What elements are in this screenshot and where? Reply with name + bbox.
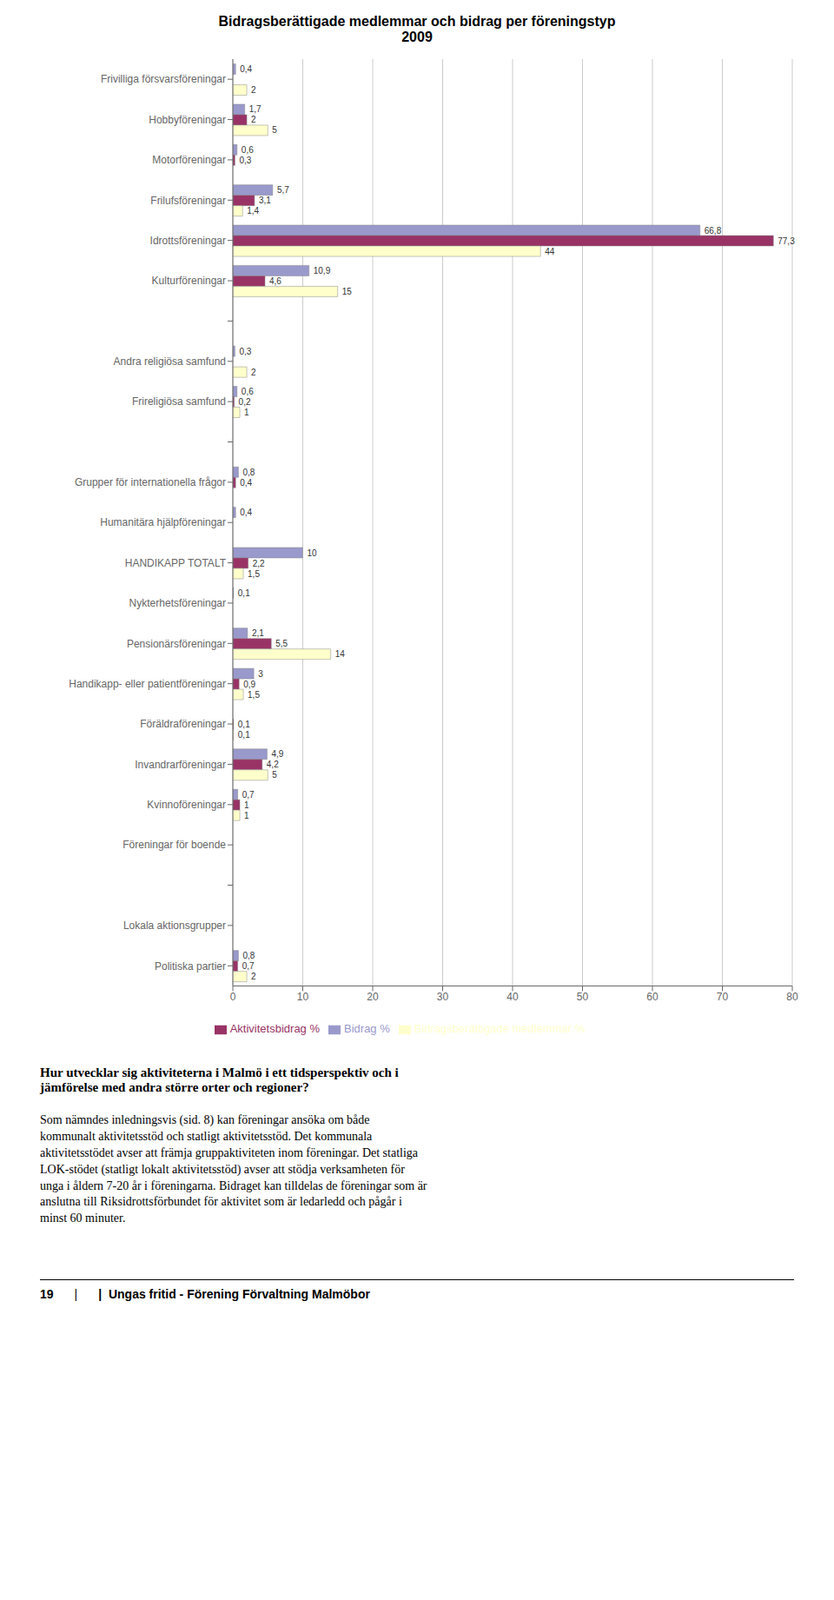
svg-text:44: 44 (544, 246, 556, 257)
svg-text:2: 2 (251, 971, 257, 981)
html-text:| Ungas fritid - Förening Förv: | Ungas fritid - Förening Förvaltning Ma… (98, 1286, 371, 1301)
svg-text:Frireligiösa samfund: Frireligiösa samfund (132, 395, 226, 408)
svg-text:0,4: 0,4 (239, 477, 252, 488)
html-text:Bidrag %: Bidrag % (344, 1021, 390, 1036)
svg-text:Pensionärsföreningar: Pensionärsföreningar (126, 637, 226, 650)
html-text:Bidragsberättigade medlemmar %: Bidragsberättigade medlemmar % (414, 1021, 585, 1036)
svg-text:Nykterhetsföreningar: Nykterhetsföreningar (129, 596, 226, 609)
svg-text:0,8: 0,8 (242, 467, 255, 477)
svg-text:Humanitära hjälpföreningar: Humanitära hjälpföreningar (99, 516, 226, 529)
svg-text:70: 70 (716, 990, 729, 1003)
svg-text:1,7: 1,7 (249, 104, 262, 114)
svg-text:0,6: 0,6 (241, 386, 254, 397)
svg-text:15: 15 (342, 286, 353, 297)
svg-text:2: 2 (251, 85, 257, 95)
svg-text:30: 30 (436, 990, 450, 1003)
svg-text:10: 10 (307, 548, 318, 558)
svg-text:Kulturföreningar: Kulturföreningar (152, 274, 226, 287)
svg-text:Idrottsföreningar: Idrottsföreningar (150, 234, 226, 247)
svg-text:0,4: 0,4 (239, 507, 252, 517)
svg-text:Handikapp- eller patientföreni: Handikapp- eller patientföreningar (68, 677, 226, 690)
svg-text:Motorföreningar: Motorföreningar (152, 153, 226, 166)
svg-text:0,2: 0,2 (238, 397, 252, 407)
svg-text:77,3: 77,3 (777, 236, 795, 246)
svg-text:Hobbyföreningar: Hobbyföreningar (148, 113, 226, 126)
svg-text:0,3: 0,3 (238, 155, 252, 166)
svg-text:2,1: 2,1 (251, 628, 265, 638)
svg-text:Grupper för internationella fr: Grupper för internationella frågor (74, 476, 226, 489)
svg-text:1: 1 (244, 810, 250, 821)
svg-text:1,5: 1,5 (247, 689, 260, 700)
svg-text:2,2: 2,2 (252, 558, 265, 569)
svg-text:0,4: 0,4 (239, 64, 252, 74)
svg-text:50: 50 (576, 990, 590, 1003)
svg-text:5: 5 (271, 125, 278, 135)
svg-text:Kvinnoföreningar: Kvinnoföreningar (146, 798, 226, 811)
svg-text:10,9: 10,9 (313, 265, 331, 276)
svg-text:4,6: 4,6 (269, 276, 282, 286)
svg-text:1,4: 1,4 (246, 205, 259, 216)
svg-text:5,5: 5,5 (275, 638, 288, 649)
svg-text:HANDIKAPP TOTALT: HANDIKAPP TOTALT (125, 556, 227, 570)
html-text:Hur utvecklar sig aktivitetern: Hur utvecklar sig aktiviteterna i Malmö … (39, 1065, 399, 1094)
svg-text:Andra religiösa samfund: Andra religiösa samfund (113, 355, 226, 368)
svg-text:Frilufsföreningar: Frilufsföreningar (150, 194, 226, 207)
svg-text:Frivilliga försvarsföreningar: Frivilliga försvarsföreningar (100, 72, 226, 86)
svg-text:Föreningar för boende: Föreningar för boende (122, 838, 226, 851)
svg-text:4,2: 4,2 (266, 759, 279, 769)
html-text:19: 19 (39, 1286, 54, 1301)
svg-text:10: 10 (297, 990, 310, 1003)
svg-text:0,7: 0,7 (242, 789, 255, 800)
svg-text:40: 40 (506, 990, 519, 1003)
svg-text:0,1: 0,1 (238, 719, 251, 729)
svg-text:0,1: 0,1 (238, 729, 251, 740)
svg-text:0,1: 0,1 (238, 588, 251, 598)
svg-text:1: 1 (244, 407, 250, 417)
svg-text:80: 80 (786, 990, 799, 1003)
svg-text:0,8: 0,8 (242, 950, 255, 960)
svg-text:14: 14 (335, 648, 346, 659)
svg-text:3,1: 3,1 (258, 195, 272, 206)
svg-text:5,7: 5,7 (277, 185, 290, 195)
svg-text:Lokala aktionsgrupper: Lokala aktionsgrupper (123, 919, 226, 932)
svg-text:Politiska partier: Politiska partier (154, 959, 226, 973)
svg-text:Föräldraföreningar: Föräldraföreningar (139, 717, 226, 730)
html-text:2009: 2009 (401, 29, 433, 45)
svg-text:0,9: 0,9 (243, 679, 256, 689)
svg-text:5: 5 (271, 769, 278, 780)
svg-text:60: 60 (646, 990, 659, 1003)
svg-text:2: 2 (251, 367, 257, 378)
svg-text:Invandrarföreningar: Invandrarföreningar (134, 758, 226, 771)
svg-text:0,3: 0,3 (238, 346, 252, 357)
svg-text:2: 2 (251, 114, 257, 125)
svg-text:0,7: 0,7 (242, 960, 255, 971)
svg-text:0: 0 (230, 990, 237, 1003)
svg-text:1,5: 1,5 (247, 569, 260, 579)
svg-text:20: 20 (366, 990, 379, 1003)
svg-text:4,9: 4,9 (271, 748, 284, 759)
html-text:Bidragsberättigade medlemmar o: Bidragsberättigade medlemmar och bidrag … (218, 13, 616, 29)
svg-text:66,8: 66,8 (704, 225, 722, 236)
html-text:Som nämndes inledningsvis (sid: Som nämndes inledningsvis (sid. 8) kan f… (39, 1112, 427, 1225)
svg-text:1: 1 (244, 800, 250, 810)
svg-text:0,6: 0,6 (241, 145, 254, 155)
svg-text:3: 3 (258, 668, 264, 679)
html-text:Aktivitetsbidrag %: Aktivitetsbidrag % (229, 1021, 320, 1036)
